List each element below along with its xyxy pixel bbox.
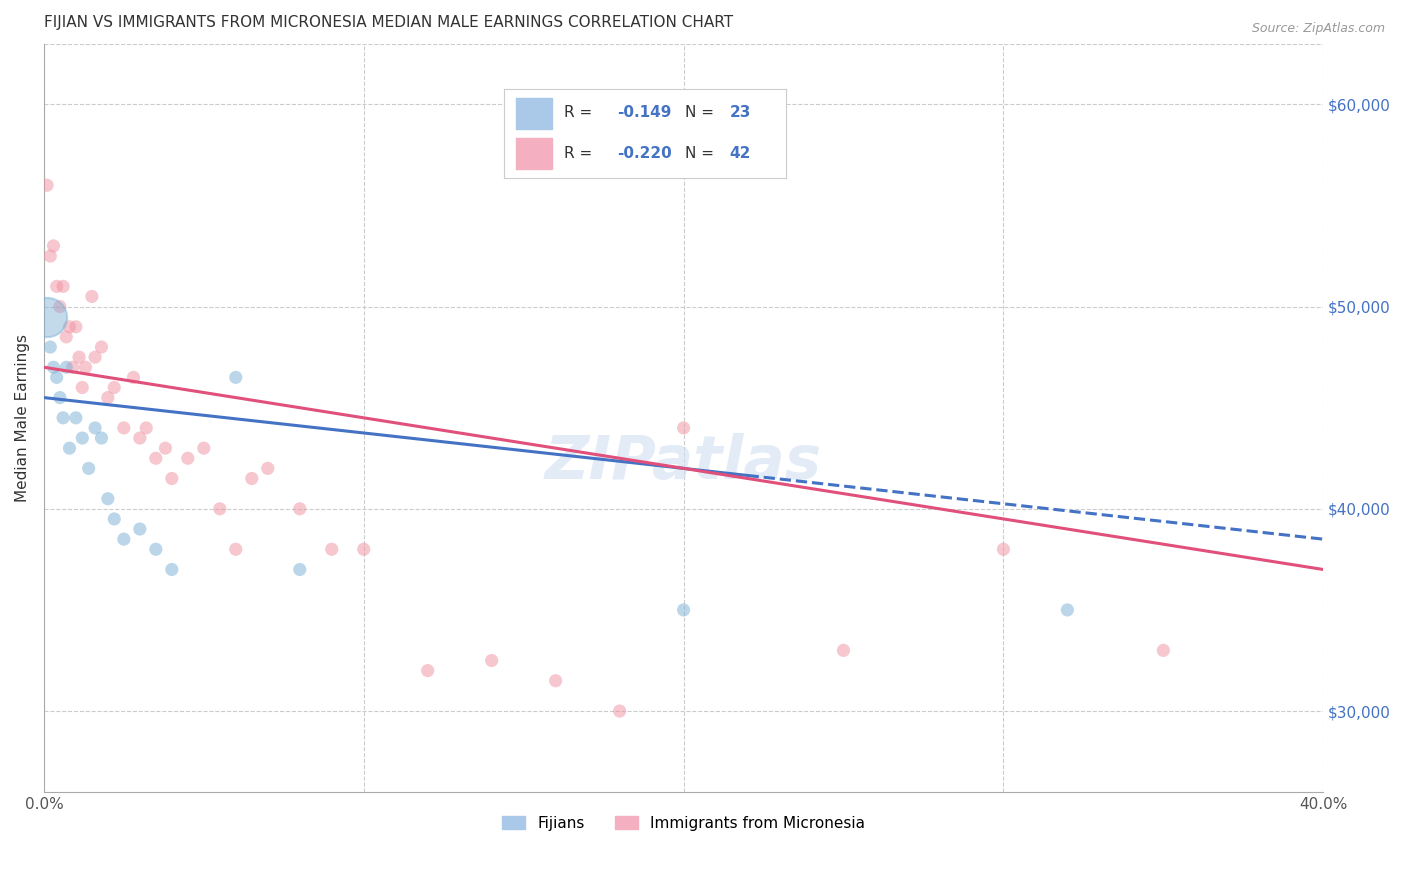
Point — [52, 410, 75, 425]
Point — [75, 360, 97, 375]
Point — [128, 431, 150, 445]
Point — [72, 431, 94, 445]
Point — [288, 501, 311, 516]
Point — [135, 421, 157, 435]
Point — [225, 542, 247, 557]
Point — [35, 178, 58, 193]
Point — [321, 542, 343, 557]
Point — [84, 350, 107, 364]
Point — [97, 391, 120, 405]
Text: FIJIAN VS IMMIGRANTS FROM MICRONESIA MEDIAN MALE EARNINGS CORRELATION CHART: FIJIAN VS IMMIGRANTS FROM MICRONESIA MED… — [44, 15, 733, 30]
Point — [52, 279, 75, 293]
Point — [993, 542, 1015, 557]
Point — [67, 350, 90, 364]
Point — [481, 653, 503, 667]
Point — [672, 603, 695, 617]
Point — [112, 532, 135, 546]
Point — [416, 664, 439, 678]
Y-axis label: Median Male Earnings: Median Male Earnings — [15, 334, 30, 502]
Point — [45, 370, 67, 384]
Point — [225, 370, 247, 384]
Point — [193, 441, 215, 455]
Point — [49, 391, 72, 405]
Point — [155, 441, 177, 455]
Point — [42, 360, 65, 375]
Point — [288, 562, 311, 576]
Point — [84, 421, 107, 435]
Point — [39, 249, 62, 263]
Point — [1152, 643, 1174, 657]
Point — [72, 380, 94, 394]
Point — [65, 319, 87, 334]
Point — [177, 451, 200, 466]
Point — [97, 491, 120, 506]
Point — [35, 310, 58, 324]
Point — [544, 673, 567, 688]
Point — [672, 421, 695, 435]
Point — [1056, 603, 1078, 617]
Point — [55, 330, 77, 344]
Point — [240, 471, 263, 485]
Point — [160, 471, 183, 485]
Point — [62, 360, 84, 375]
Point — [58, 319, 80, 334]
Point — [832, 643, 855, 657]
Point — [145, 451, 167, 466]
Point — [65, 410, 87, 425]
Point — [80, 289, 103, 303]
Text: Source: ZipAtlas.com: Source: ZipAtlas.com — [1251, 22, 1385, 36]
Point — [145, 542, 167, 557]
Point — [112, 421, 135, 435]
Text: ZIPatlas: ZIPatlas — [546, 434, 823, 492]
Point — [353, 542, 375, 557]
Point — [208, 501, 231, 516]
Point — [58, 441, 80, 455]
Point — [49, 300, 72, 314]
Point — [55, 360, 77, 375]
Point — [256, 461, 278, 475]
Point — [128, 522, 150, 536]
Point — [609, 704, 631, 718]
Point — [39, 340, 62, 354]
Point — [45, 279, 67, 293]
Point — [160, 562, 183, 576]
Point — [77, 461, 100, 475]
Point — [103, 512, 125, 526]
Point — [122, 370, 145, 384]
Point — [103, 380, 125, 394]
Legend: Fijians, Immigrants from Micronesia: Fijians, Immigrants from Micronesia — [496, 809, 872, 837]
Point — [42, 239, 65, 253]
Point — [90, 340, 112, 354]
Point — [90, 431, 112, 445]
